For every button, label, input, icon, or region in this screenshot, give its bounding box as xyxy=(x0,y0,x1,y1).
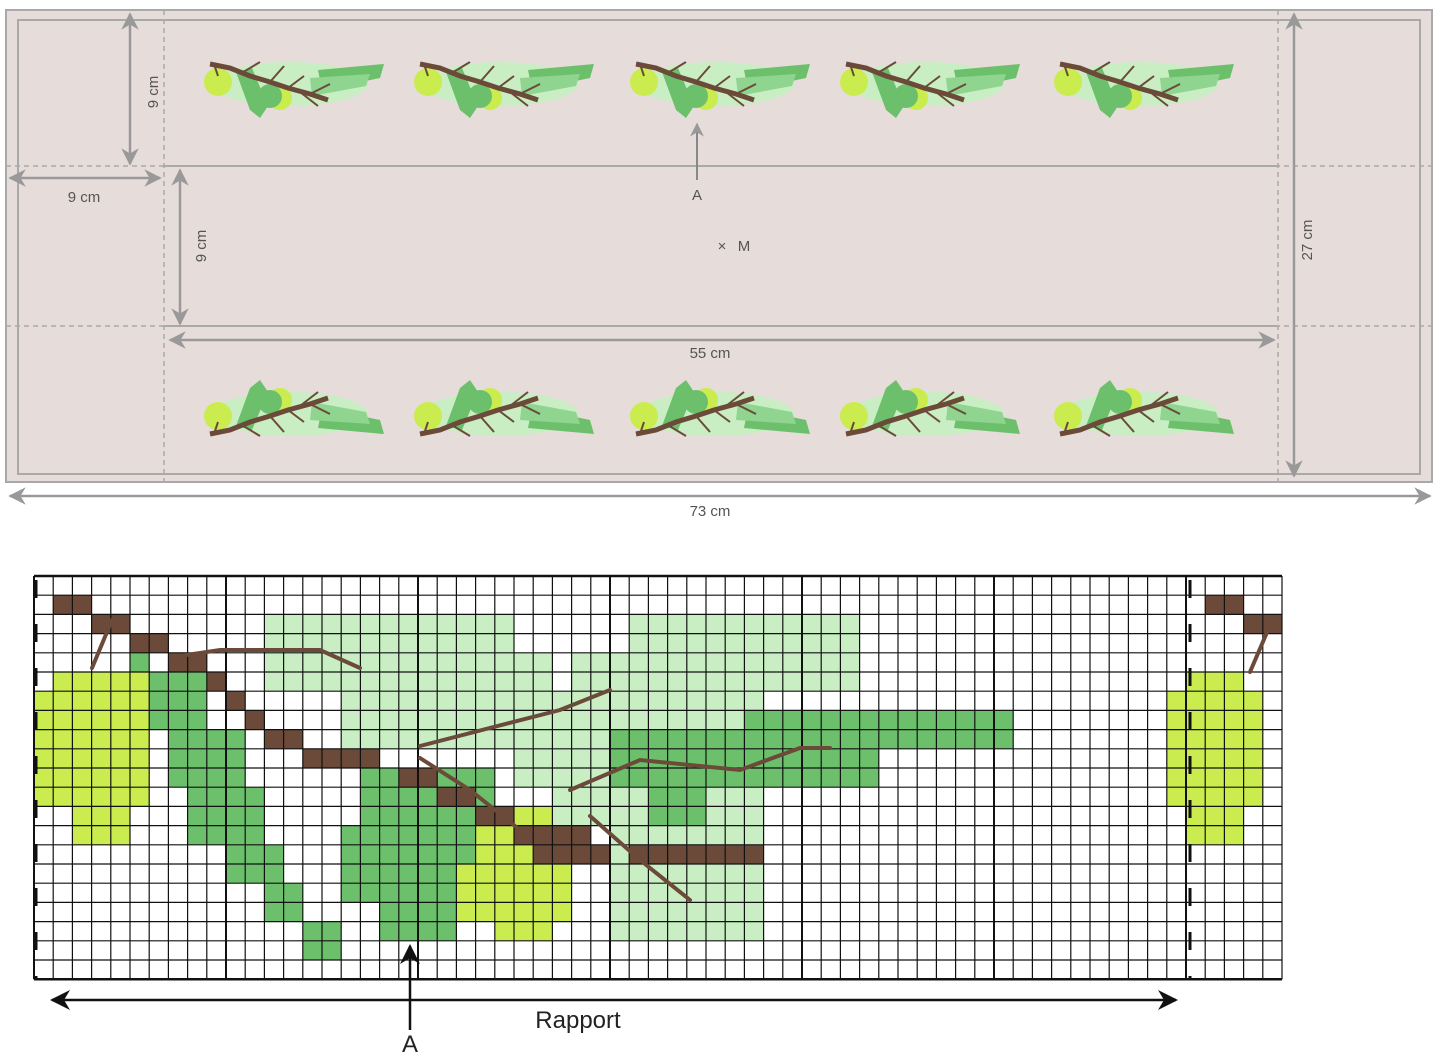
cloth-inner-border xyxy=(17,19,1421,475)
table-runner-plan: 9 cm 9 cm 9 cm 55 cm 73 cm 27 cm A × M xyxy=(5,9,1433,520)
svg-text:×: × xyxy=(718,238,727,255)
stitch-block xyxy=(149,672,207,730)
stitch-grid-chart: Rapport A xyxy=(33,574,1283,1056)
label-inner-width: 55 cm xyxy=(690,345,731,362)
stitch-block xyxy=(245,710,265,730)
label-repeat: Rapport xyxy=(535,1007,621,1034)
center-mark: × M xyxy=(718,238,751,255)
stitch-block xyxy=(226,691,246,711)
label-left-margin: 9 cm xyxy=(68,189,101,206)
label-inner-margin: 9 cm xyxy=(193,230,210,263)
stitch-block xyxy=(206,672,226,692)
label-point-a-top: A xyxy=(692,187,702,204)
backstitch-lines xyxy=(90,618,1270,902)
stitch-block xyxy=(629,844,764,864)
label-top-margin: 9 cm xyxy=(145,76,162,109)
stitch-block xyxy=(494,921,553,941)
stitch-block xyxy=(1186,672,1244,692)
label-point-a-grid: A xyxy=(402,1031,418,1056)
grid-lines xyxy=(33,574,1283,981)
label-total-width: 73 cm xyxy=(690,503,731,520)
stitch-block xyxy=(53,672,150,692)
label-center: M xyxy=(738,238,751,255)
label-total-height: 27 cm xyxy=(1299,220,1316,261)
